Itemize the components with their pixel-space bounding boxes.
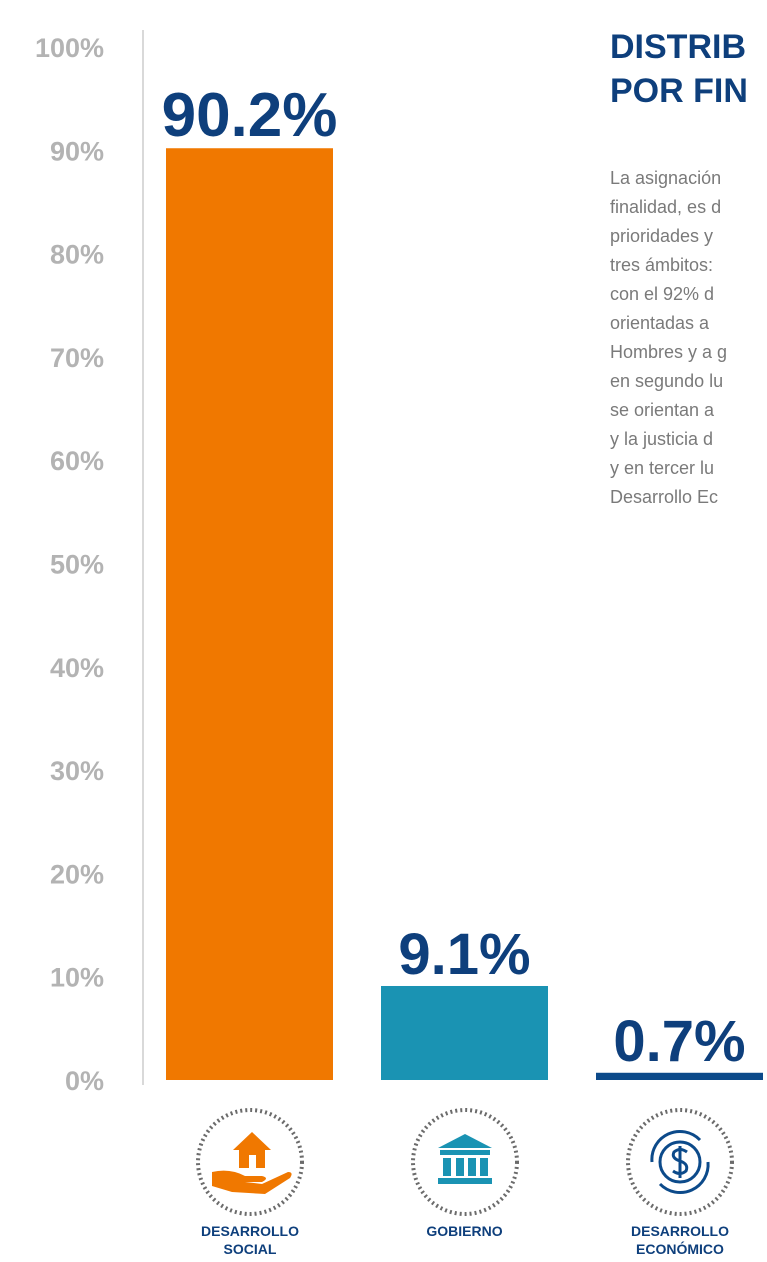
title: POR FIN — [610, 72, 748, 110]
paragraph-line: La asignación — [610, 168, 721, 188]
bar — [381, 985, 548, 1080]
y-tick-label: 90% — [50, 136, 104, 166]
paragraph-line: orientadas a — [610, 313, 710, 333]
icons — [196, 1108, 734, 1216]
paragraph-line: Hombres y a g — [610, 342, 727, 362]
paragraph-line: finalidad, es d — [610, 197, 721, 217]
y-tick-label: 40% — [50, 653, 104, 683]
paragraph-line: Desarrollo Ec — [610, 487, 718, 507]
y-tick-label: 20% — [50, 859, 104, 889]
y-tick-label: 10% — [50, 963, 104, 993]
value-label: 90.2% — [162, 81, 338, 150]
icon-ring — [626, 1108, 734, 1216]
paragraph-line: y en tercer lu — [610, 458, 714, 478]
icon-money — [650, 1129, 710, 1195]
y-tick-label: 100% — [35, 33, 104, 63]
paragraph-line: con el 92% d — [610, 284, 714, 304]
y-tick-label: 60% — [50, 446, 104, 476]
y-tick-label: 80% — [50, 240, 104, 270]
paragraph-line: se orientan a — [610, 400, 715, 420]
icon-bank — [438, 1134, 492, 1184]
category-label: GOBIERNO — [426, 1223, 503, 1239]
paragraph-line: y la justicia d — [610, 429, 713, 449]
paragraph-line: tres ámbitos: — [610, 255, 713, 275]
value-label: 0.7% — [613, 1009, 745, 1074]
paragraph-line: prioridades y — [610, 226, 713, 246]
icon-ring — [411, 1108, 519, 1216]
y-tick-label: 70% — [50, 343, 104, 373]
value-label: 9.1% — [398, 922, 530, 987]
y-tick-label: 50% — [50, 550, 104, 580]
icon-ring — [196, 1108, 304, 1216]
paragraph-line: en segundo lu — [610, 371, 723, 391]
bar — [166, 148, 333, 1080]
category-label: DESARROLLO ECONÓMICO — [631, 1223, 729, 1257]
y-tick-label: 0% — [65, 1066, 104, 1096]
title: DISTRIB — [610, 28, 746, 66]
bar — [596, 1072, 763, 1080]
category-label: DESARROLLO SOCIAL — [201, 1223, 299, 1257]
y-tick-label: 30% — [50, 756, 104, 786]
icon-house — [212, 1132, 292, 1194]
